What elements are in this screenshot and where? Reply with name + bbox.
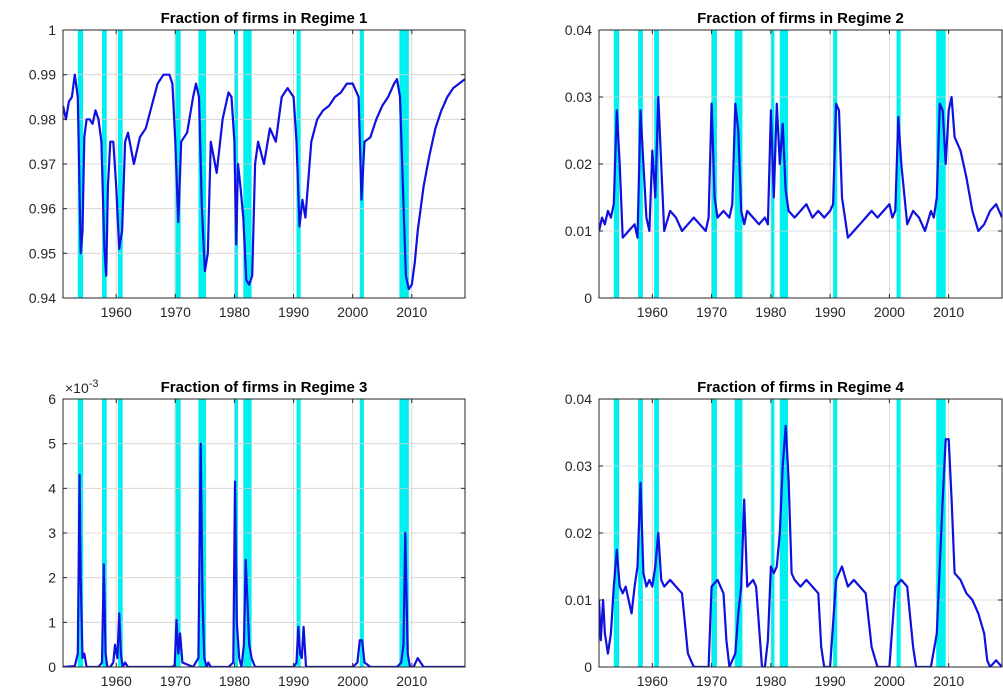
- x-tick-label-3: 1990: [815, 673, 846, 689]
- y-tick-label-2: 0.02: [565, 525, 592, 541]
- x-tick-label-5: 2010: [396, 673, 427, 689]
- y-tick-label-5: 5: [48, 436, 56, 452]
- x-tick-label-2: 1980: [755, 304, 786, 320]
- y-tick-label-1: 0.95: [29, 245, 56, 261]
- y-tick-label-2: 2: [48, 570, 56, 586]
- x-tick-label-0: 1960: [101, 304, 132, 320]
- series-line-0: [599, 424, 1002, 667]
- panel-title: Fraction of firms in Regime 2: [697, 10, 904, 27]
- x-tick-label-0: 1960: [101, 673, 132, 689]
- x-tick-label-3: 1990: [278, 304, 309, 320]
- x-tick-label-4: 2000: [337, 673, 368, 689]
- series-line-0: [63, 73, 465, 291]
- y-tick-label-0: 0: [584, 659, 592, 675]
- y-tick-label-3: 0.03: [565, 458, 592, 474]
- y-tick-label-2: 0.96: [29, 201, 56, 217]
- y-tick-label-5: 0.99: [29, 67, 56, 83]
- y-tick-label-1: 0.01: [565, 223, 592, 239]
- y-tick-label-4: 4: [48, 480, 56, 496]
- panel-3: 1960 1970 1980 1990 2000 2010 0 1 2 3 4 5 6 ×10-3 Frac…: [48, 378, 466, 689]
- y-tick-label-4: 0.04: [565, 391, 592, 407]
- y-tick-label-1: 0.01: [565, 592, 592, 608]
- x-tick-label-5: 2010: [396, 304, 427, 320]
- y-tick-label-6: 6: [48, 391, 56, 407]
- y-tick-label-0: 0.94: [29, 290, 56, 306]
- panel-2: 1960 1970 1980 1990 2000 2010 0 0.01 0.02 0.03 0.0…: [565, 10, 1003, 320]
- x-tick-label-0: 1960: [637, 304, 668, 320]
- series-line-0: [599, 95, 1002, 239]
- x-tick-label-0: 1960: [637, 673, 668, 689]
- x-tick-label-5: 2010: [933, 304, 964, 320]
- x-tick-label-3: 1990: [278, 673, 309, 689]
- y-tick-label-6: 1: [48, 22, 56, 38]
- x-tick-label-4: 2000: [874, 304, 905, 320]
- panel-title: Fraction of firms in Regime 1: [161, 10, 368, 27]
- series-line-0: [63, 442, 465, 667]
- x-tick-label-2: 1980: [219, 304, 250, 320]
- y-tick-label-3: 3: [48, 525, 56, 541]
- y-tick-label-4: 0.04: [565, 22, 592, 38]
- y-tick-label-2: 0.02: [565, 156, 592, 172]
- y-tick-label-3: 0.03: [565, 89, 592, 105]
- y-multiplier: ×10-3: [65, 378, 99, 396]
- x-tick-label-1: 1970: [696, 673, 727, 689]
- y-tick-label-1: 1: [48, 614, 56, 630]
- x-tick-label-1: 1970: [696, 304, 727, 320]
- y-tick-label-3: 0.97: [29, 156, 56, 172]
- y-tick-label-4: 0.98: [29, 111, 56, 127]
- panel-title: Fraction of firms in Regime 3: [161, 379, 368, 396]
- panel-title: Fraction of firms in Regime 4: [697, 379, 904, 396]
- x-tick-label-5: 2010: [933, 673, 964, 689]
- x-tick-label-1: 1970: [160, 304, 191, 320]
- x-tick-label-3: 1990: [815, 304, 846, 320]
- x-tick-label-4: 2000: [337, 304, 368, 320]
- y-tick-label-0: 0: [584, 290, 592, 306]
- x-tick-label-1: 1970: [160, 673, 191, 689]
- x-tick-label-2: 1980: [219, 673, 250, 689]
- panel-1: 1960 1970 1980 1990 2000 2010 0.94 0.95 0.96 0.97…: [29, 10, 466, 320]
- x-tick-label-2: 1980: [755, 673, 786, 689]
- y-multiplier-exponent: -3: [89, 378, 99, 390]
- panel-4: 1960 1970 1980 1990 2000 2010 0 0.01 0.02 0.03 0.0…: [565, 379, 1003, 689]
- y-tick-label-0: 0: [48, 659, 56, 675]
- x-tick-label-4: 2000: [874, 673, 905, 689]
